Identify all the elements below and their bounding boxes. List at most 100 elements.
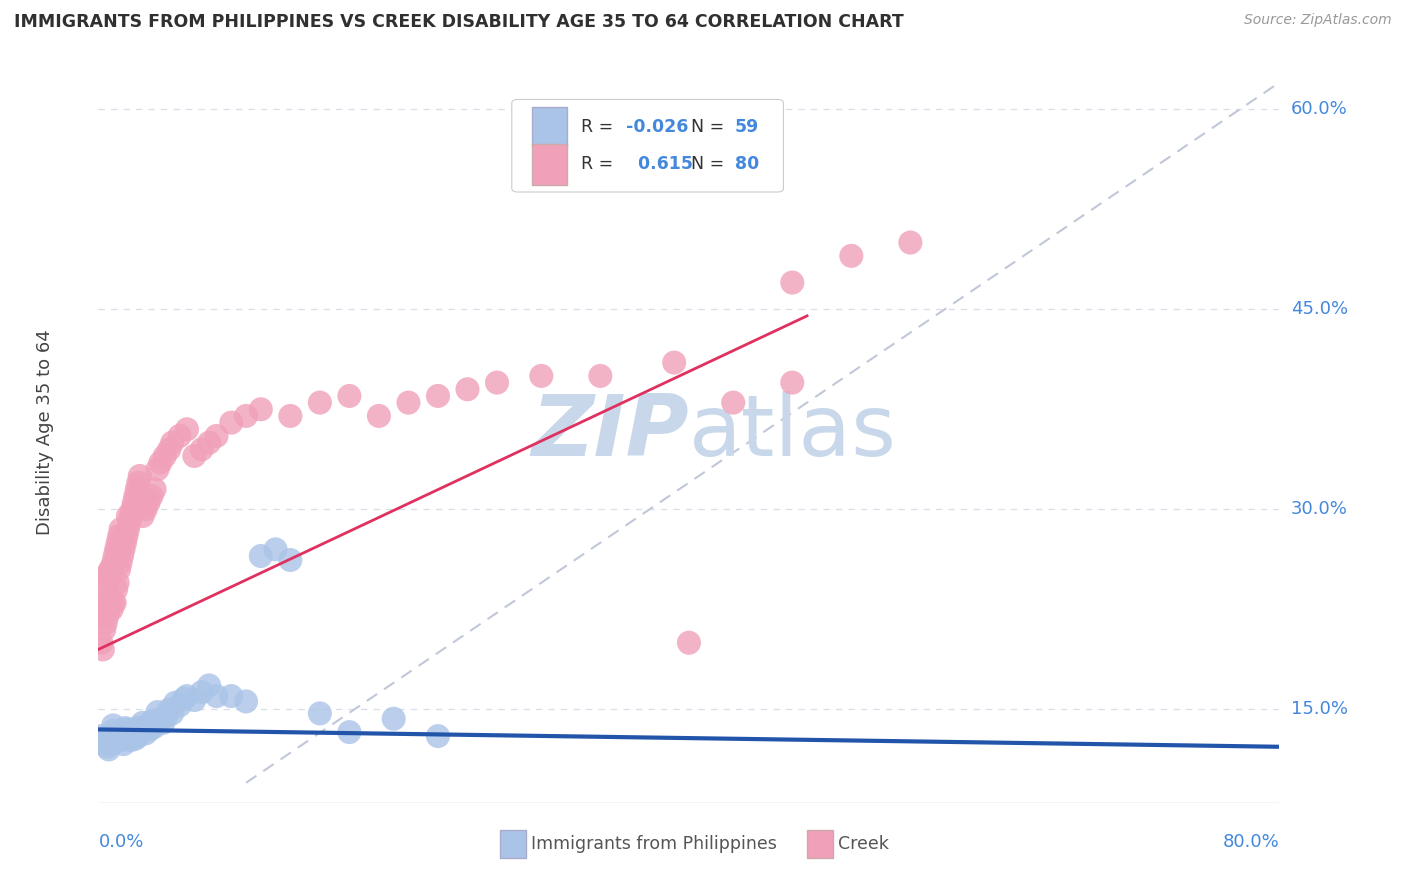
Point [125,721,148,735]
Point [110,522,132,536]
Point [124,731,146,746]
Point [382,712,405,726]
Point [125,483,148,497]
Point [114,535,136,549]
Point [105,734,128,748]
Point [169,698,191,713]
Point [339,389,361,403]
Point [103,729,125,743]
Point [782,376,804,390]
Point [176,422,198,436]
Point [127,475,149,490]
Point [105,582,128,597]
Point [94,731,117,746]
Point [183,693,205,707]
Text: R =: R = [582,118,619,136]
Point [94,569,117,583]
Point [309,395,332,409]
Point [136,718,159,732]
Text: 80.0%: 80.0% [1223,833,1279,851]
Point [117,723,139,737]
Point [108,731,131,745]
Point [135,502,157,516]
FancyBboxPatch shape [807,830,832,858]
Point [143,483,166,497]
Text: -0.026: -0.026 [626,118,689,136]
Text: N =: N = [692,155,730,173]
Point [280,409,302,423]
Point [98,737,121,751]
Text: Immigrants from Philippines: Immigrants from Philippines [530,835,776,854]
Point [235,694,257,708]
Point [457,382,479,396]
Point [97,602,120,616]
Point [205,689,228,703]
Point [107,535,129,549]
Point [90,729,112,743]
Point [117,728,139,742]
Point [221,416,243,430]
Point [97,742,120,756]
Point [96,739,118,754]
Point [205,429,228,443]
Point [782,276,804,290]
Point [135,726,157,740]
Point [107,726,129,740]
Point [157,702,180,716]
Point [93,736,115,750]
Point [398,395,420,409]
Point [153,449,176,463]
Text: N =: N = [692,118,730,136]
Point [198,678,221,692]
Text: 59: 59 [735,118,759,136]
Point [105,542,128,557]
Point [678,636,700,650]
Point [128,469,150,483]
Point [141,489,163,503]
Point [120,733,142,747]
Point [91,609,114,624]
Point [94,589,117,603]
Point [121,725,143,739]
Point [198,435,221,450]
Point [427,389,450,403]
Point [250,549,273,563]
Text: 0.0%: 0.0% [98,833,143,851]
Point [132,715,155,730]
Point [94,615,117,630]
Point [124,489,146,503]
Point [221,689,243,703]
Point [91,642,114,657]
Point [103,723,125,738]
Point [900,235,922,250]
Point [117,508,139,523]
Point [98,596,121,610]
Point [111,549,134,563]
Point [173,691,195,706]
Point [117,522,139,536]
Point [155,709,177,723]
Point [264,542,287,557]
Point [841,249,863,263]
Text: 45.0%: 45.0% [1291,301,1348,318]
Point [752,169,775,183]
Point [111,733,134,747]
Text: 30.0%: 30.0% [1291,500,1347,518]
Point [108,562,131,576]
Point [146,462,169,476]
Text: Creek: Creek [838,835,889,854]
Point [427,729,450,743]
Point [120,508,142,523]
Point [707,820,730,834]
Point [122,728,145,742]
Text: atlas: atlas [689,391,897,475]
FancyBboxPatch shape [531,107,567,147]
Point [93,623,115,637]
Text: IMMIGRANTS FROM PHILIPPINES VS CREEK DISABILITY AGE 35 TO 64 CORRELATION CHART: IMMIGRANTS FROM PHILIPPINES VS CREEK DIS… [14,13,904,31]
Point [91,733,114,747]
FancyBboxPatch shape [531,145,567,185]
Point [250,402,273,417]
Text: Disability Age 35 to 64: Disability Age 35 to 64 [37,330,55,535]
Point [143,720,166,734]
Point [103,596,125,610]
